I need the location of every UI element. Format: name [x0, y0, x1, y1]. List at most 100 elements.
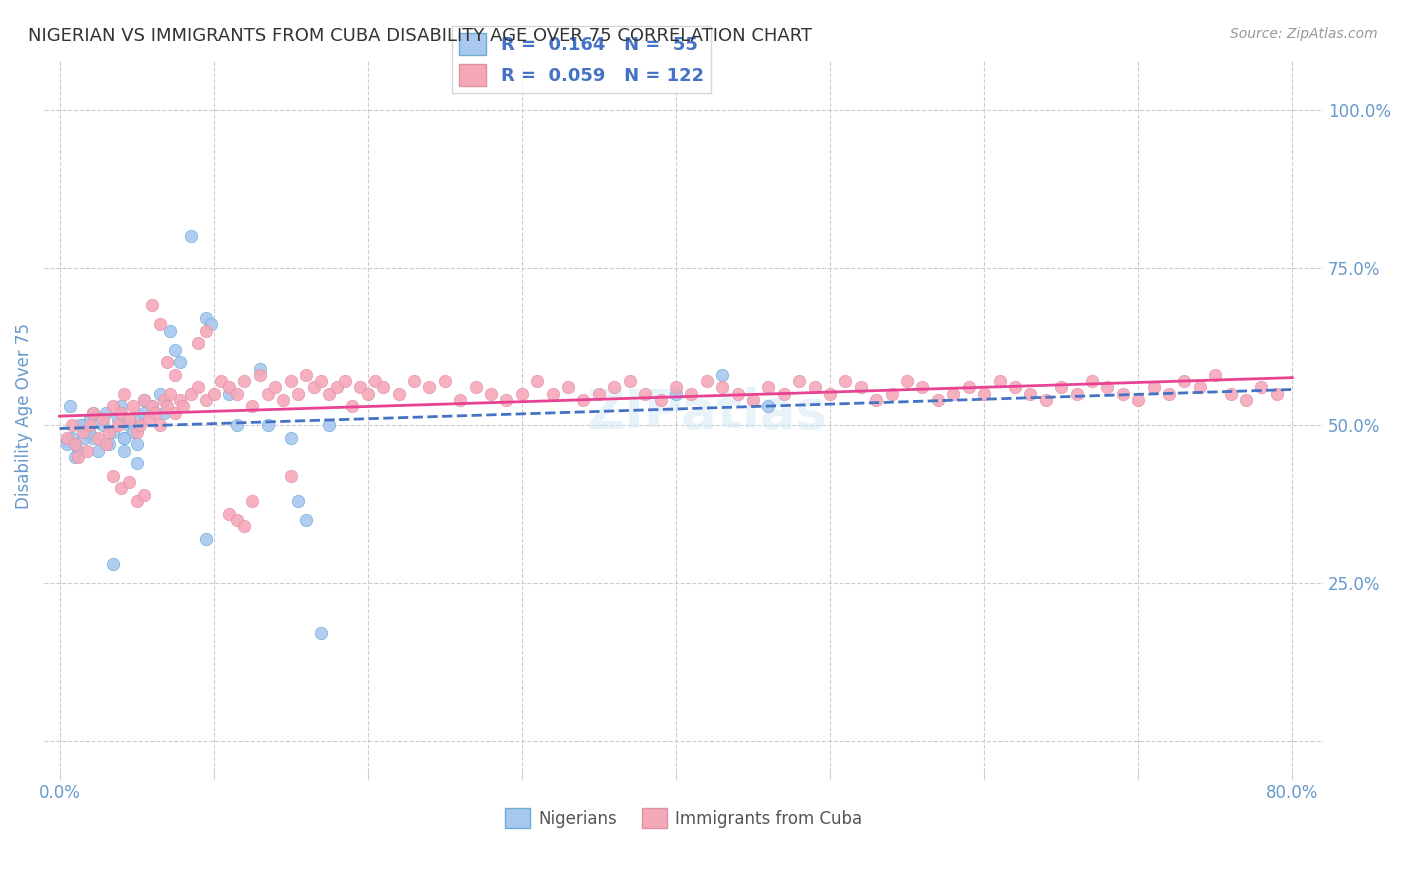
Point — [240, 494, 263, 508]
Point — [818, 386, 841, 401]
Point — [911, 380, 934, 394]
Point — [333, 374, 356, 388]
Point — [118, 418, 141, 433]
Point — [172, 400, 194, 414]
Point — [665, 386, 688, 401]
Point — [56, 437, 79, 451]
Point — [1265, 386, 1288, 401]
Point — [880, 386, 903, 401]
Point — [225, 513, 247, 527]
Point — [134, 406, 156, 420]
Point — [572, 393, 595, 408]
Point — [295, 368, 318, 382]
Point — [149, 418, 172, 433]
Point — [371, 380, 394, 394]
Point — [1157, 386, 1180, 401]
Point — [187, 380, 209, 394]
Point — [141, 400, 163, 414]
Point — [387, 386, 409, 401]
Point — [110, 400, 132, 414]
Text: NIGERIAN VS IMMIGRANTS FROM CUBA DISABILITY AGE OVER 75 CORRELATION CHART: NIGERIAN VS IMMIGRANTS FROM CUBA DISABIL… — [28, 27, 813, 45]
Point — [650, 393, 672, 408]
Point — [787, 374, 810, 388]
Point — [896, 374, 918, 388]
Point — [153, 406, 176, 420]
Point — [153, 393, 176, 408]
Point — [200, 318, 222, 332]
Point — [103, 468, 125, 483]
Point — [59, 400, 82, 414]
Point — [256, 386, 278, 401]
Point — [60, 431, 83, 445]
Point — [1219, 386, 1241, 401]
Point — [91, 418, 114, 433]
Point — [77, 425, 100, 439]
Point — [249, 361, 271, 376]
Point — [973, 386, 995, 401]
Point — [526, 374, 548, 388]
Point — [988, 374, 1011, 388]
Point — [711, 368, 734, 382]
Point — [66, 443, 89, 458]
Text: Source: ZipAtlas.com: Source: ZipAtlas.com — [1230, 27, 1378, 41]
Point — [634, 386, 657, 401]
Point — [87, 443, 110, 458]
Point — [418, 380, 440, 394]
Point — [134, 393, 156, 408]
Point — [143, 406, 166, 420]
Point — [1004, 380, 1026, 394]
Point — [97, 437, 120, 451]
Point — [927, 393, 949, 408]
Point — [149, 386, 172, 401]
Point — [118, 412, 141, 426]
Point — [696, 374, 718, 388]
Point — [112, 431, 135, 445]
Point — [169, 355, 191, 369]
Point — [479, 386, 502, 401]
Point — [218, 507, 240, 521]
Point — [1173, 374, 1195, 388]
Point — [63, 437, 86, 451]
Point — [402, 374, 425, 388]
Point — [125, 494, 148, 508]
Point — [1204, 368, 1226, 382]
Point — [128, 412, 150, 426]
Point — [1188, 380, 1211, 394]
Point — [194, 532, 217, 546]
Point — [318, 418, 340, 433]
Point — [112, 431, 135, 445]
Point — [287, 386, 309, 401]
Point — [280, 374, 302, 388]
Point — [179, 386, 201, 401]
Point — [280, 468, 302, 483]
Point — [588, 386, 610, 401]
Point — [1066, 386, 1088, 401]
Point — [1128, 393, 1150, 408]
Point — [60, 418, 83, 433]
Point — [772, 386, 794, 401]
Point — [125, 456, 148, 470]
Point — [110, 406, 132, 420]
Point — [165, 343, 187, 357]
Point — [433, 374, 456, 388]
Point — [218, 380, 240, 394]
Point — [56, 431, 79, 445]
Point — [125, 425, 148, 439]
Point — [495, 393, 517, 408]
Point — [94, 406, 117, 420]
Point — [159, 324, 181, 338]
Point — [82, 406, 104, 420]
Point — [134, 488, 156, 502]
Point — [349, 380, 371, 394]
Point — [449, 393, 471, 408]
Point — [541, 386, 564, 401]
Point — [118, 475, 141, 489]
Point — [87, 431, 110, 445]
Point — [69, 418, 91, 433]
Point — [311, 374, 333, 388]
Point — [94, 437, 117, 451]
Point — [803, 380, 825, 394]
Point — [318, 386, 340, 401]
Point — [603, 380, 626, 394]
Point — [107, 418, 129, 433]
